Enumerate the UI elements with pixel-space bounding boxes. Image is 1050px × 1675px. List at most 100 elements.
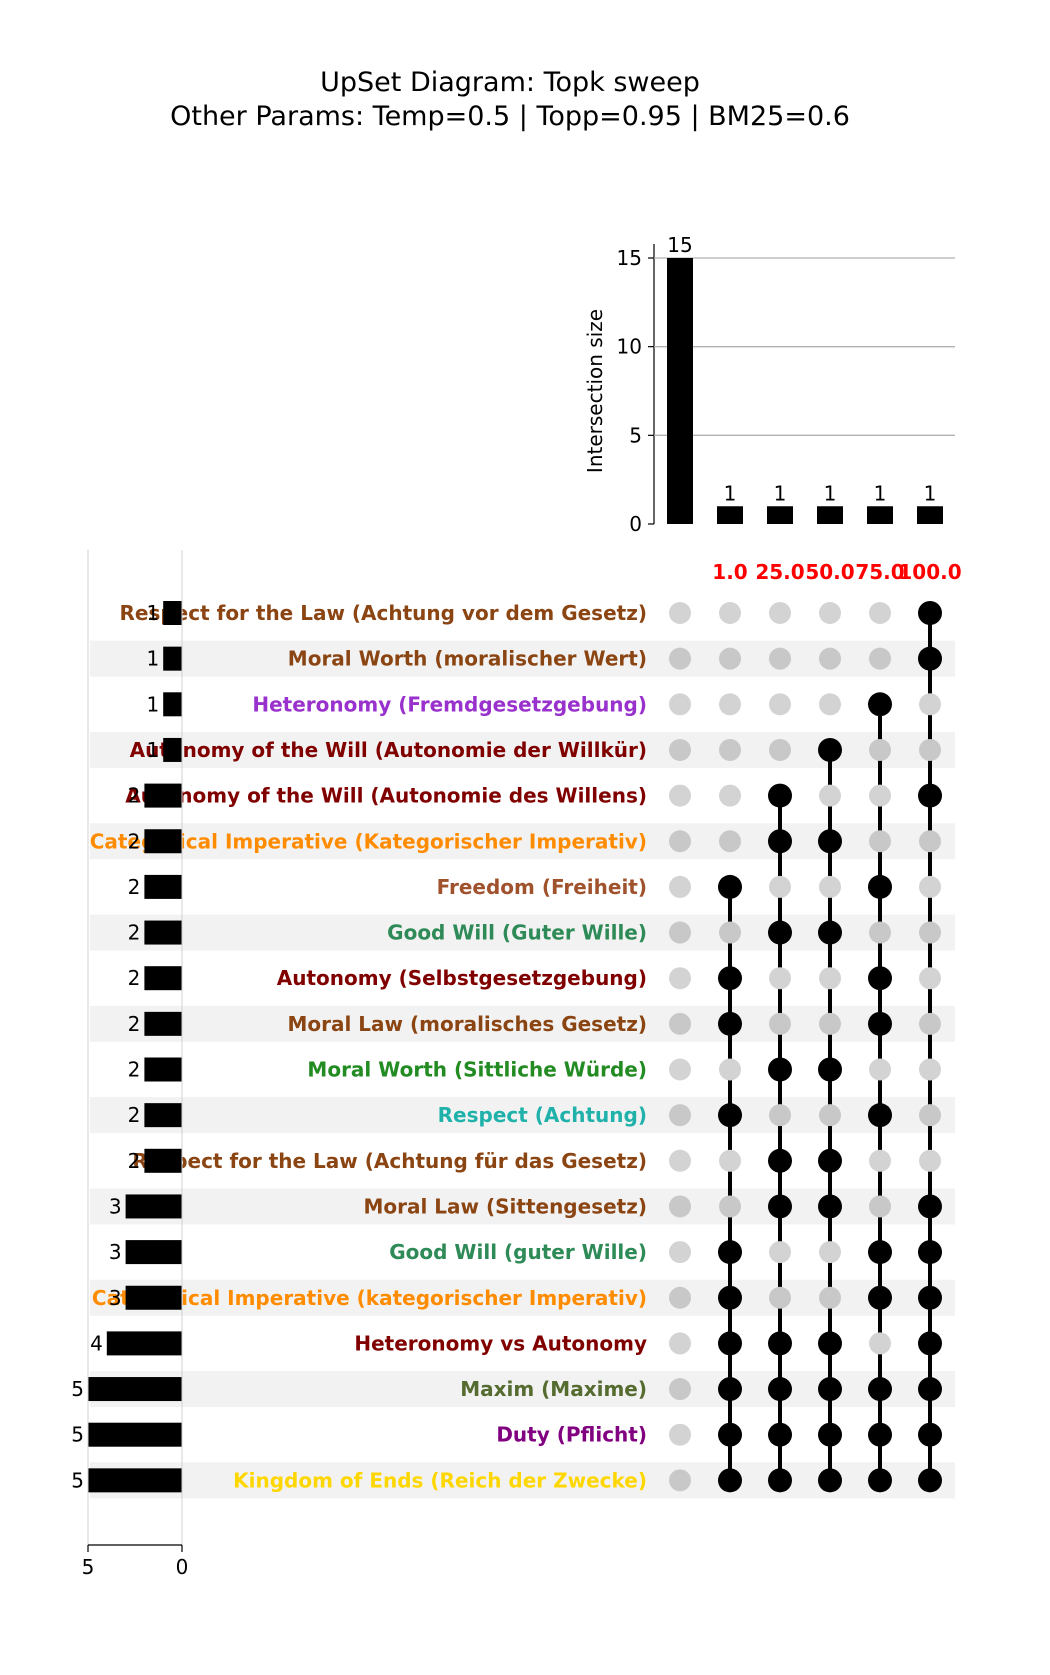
membership-dot-filled <box>868 1285 892 1310</box>
membership-dot-filled <box>918 1422 942 1447</box>
set-size-label: 2 <box>128 1103 141 1127</box>
set-size-label: 5 <box>71 1423 84 1447</box>
membership-dot-empty <box>669 1149 691 1172</box>
set-label: Respect (Achtung) <box>438 1103 647 1127</box>
set-size-bar <box>125 1194 182 1219</box>
membership-dot-empty <box>919 1012 941 1035</box>
set-labels: Respect for the Law (Achtung vor dem Ges… <box>90 601 647 1492</box>
set-label: Good Will (Guter Wille) <box>387 921 647 945</box>
row-band <box>90 1371 955 1408</box>
membership-dot-filled <box>818 1422 842 1447</box>
membership-dot-filled <box>768 1377 792 1402</box>
membership-dot-empty <box>719 784 741 807</box>
y-tick-label: 10 <box>617 335 642 359</box>
membership-dot-empty <box>669 875 691 898</box>
set-size-bar <box>144 1148 182 1173</box>
membership-dot-filled <box>818 1468 842 1493</box>
membership-dot-empty <box>669 693 691 716</box>
set-size-label: 2 <box>128 1058 141 1082</box>
set-label: Heteronomy vs Autonomy <box>354 1331 647 1355</box>
membership-dot-filled <box>768 1148 792 1173</box>
membership-dot-empty <box>769 967 791 990</box>
membership-dot-filled <box>768 920 792 945</box>
column-label: 1.0 <box>712 560 747 584</box>
membership-dot-empty <box>769 738 791 761</box>
membership-dot-empty <box>669 1058 691 1081</box>
membership-dot-empty <box>769 1286 791 1309</box>
membership-dot-empty <box>819 875 841 898</box>
set-size-label: 1 <box>146 692 159 716</box>
row-band <box>90 640 955 677</box>
membership-dot-empty <box>819 967 841 990</box>
intersection-bar-label: 15 <box>667 233 692 257</box>
membership-dot-empty <box>669 830 691 853</box>
set-size-bar <box>163 692 182 717</box>
intersection-bar-label: 1 <box>924 481 937 505</box>
membership-dot-filled <box>918 601 942 625</box>
intersection-bar <box>867 506 893 524</box>
membership-dot-filled <box>718 1011 742 1036</box>
membership-dot-empty <box>669 1332 691 1355</box>
set-size-bar <box>144 1011 182 1036</box>
set-size-bar <box>88 1377 182 1402</box>
membership-dot-filled <box>918 1240 942 1265</box>
set-label: Autonomy of the Will (Autonomie des Will… <box>125 784 647 808</box>
membership-dot-empty <box>769 875 791 898</box>
membership-dot-filled <box>818 1331 842 1356</box>
membership-dot-empty <box>819 784 841 807</box>
membership-dot-empty <box>719 921 741 944</box>
membership-dot-empty <box>669 1012 691 1035</box>
row-band <box>90 1097 955 1134</box>
set-size-bar <box>144 1103 182 1128</box>
row-band <box>90 1462 955 1499</box>
column-label: 75.0 <box>855 560 904 584</box>
set-label: Autonomy of the Will (Autonomie der Will… <box>130 738 647 762</box>
set-size-label: 1 <box>146 647 159 671</box>
set-label: Categorical Imperative (Kategorischer Im… <box>90 829 647 853</box>
set-size-bar <box>144 966 182 991</box>
membership-dot-empty <box>869 1058 891 1081</box>
set-size-label: 2 <box>128 1149 141 1173</box>
membership-dot-empty <box>869 784 891 807</box>
membership-dot-filled <box>868 1377 892 1402</box>
membership-dot-filled <box>918 1194 942 1219</box>
membership-dot-empty <box>919 738 941 761</box>
membership-dot-empty <box>869 1332 891 1355</box>
y-tick-label: 5 <box>629 423 642 447</box>
set-size-bar <box>106 1331 182 1356</box>
membership-dot-empty <box>669 1469 691 1492</box>
set-size-bar <box>88 1468 182 1493</box>
membership-dot-filled <box>718 1240 742 1265</box>
intersection-bar-label: 1 <box>874 481 887 505</box>
set-label: Moral Law (moralisches Gesetz) <box>287 1012 647 1036</box>
set-label: Kingdom of Ends (Reich der Zwecke) <box>233 1468 647 1492</box>
membership-dot-empty <box>669 738 691 761</box>
membership-dot-empty <box>719 830 741 853</box>
intersection-bar-label: 1 <box>824 481 837 505</box>
set-size-label: 1 <box>146 738 159 762</box>
set-size-label: 5 <box>71 1377 84 1401</box>
set-size-label: 2 <box>128 1012 141 1036</box>
membership-dot-filled <box>818 1377 842 1402</box>
intersection-bar <box>767 506 793 524</box>
membership-dot-filled <box>768 783 792 808</box>
set-label: Categorical Imperative (kategorischer Im… <box>92 1286 647 1310</box>
membership-dot-filled <box>718 874 742 899</box>
membership-dot-filled <box>868 1468 892 1493</box>
set-size-bar <box>144 829 182 854</box>
membership-dot-empty <box>819 647 841 670</box>
set-label: Duty (Pflicht) <box>496 1423 647 1447</box>
set-label: Maxim (Maxime) <box>460 1377 647 1401</box>
column-label: 25.0 <box>755 560 804 584</box>
membership-dot-filled <box>918 1377 942 1402</box>
membership-dot-empty <box>719 1058 741 1081</box>
membership-dot-empty <box>769 602 791 624</box>
membership-dot-empty <box>719 647 741 670</box>
membership-dot-filled <box>768 1194 792 1219</box>
membership-dot-filled <box>868 1103 892 1128</box>
membership-dot-empty <box>669 1423 691 1446</box>
set-label: Autonomy (Selbstgesetzgebung) <box>277 966 647 990</box>
membership-dot-empty <box>669 967 691 990</box>
membership-dot-filled <box>818 1194 842 1219</box>
